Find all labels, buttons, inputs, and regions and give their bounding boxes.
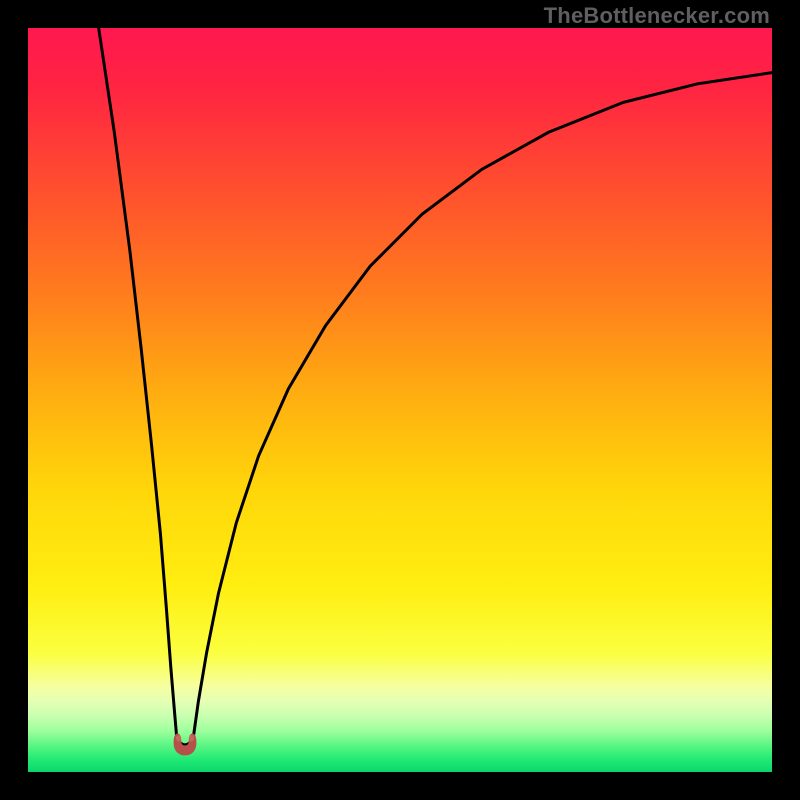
curves-layer xyxy=(28,28,772,772)
curve-right-branch xyxy=(193,73,772,739)
watermark-text: TheBottlenecker.com xyxy=(544,3,770,29)
curve-left-branch xyxy=(99,28,177,739)
optimal-point-marker xyxy=(173,731,197,756)
plot-area xyxy=(28,28,772,772)
chart-frame: TheBottlenecker.com xyxy=(0,0,800,800)
